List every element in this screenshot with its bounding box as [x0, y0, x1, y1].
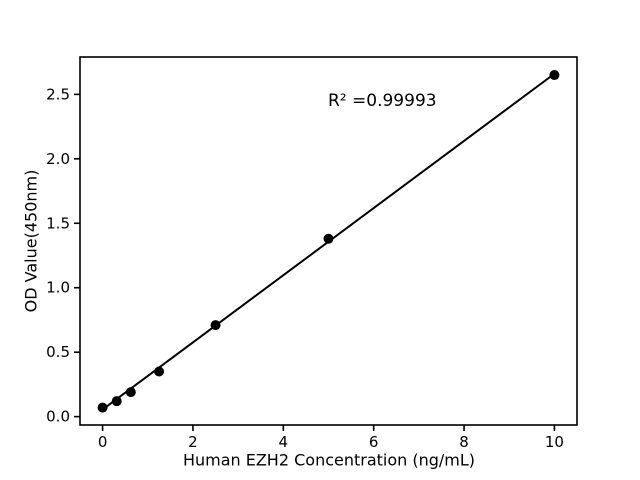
plot-border: [79, 56, 578, 426]
x-tick-label: 8: [459, 433, 469, 451]
data-point: [323, 233, 334, 244]
data-point: [111, 396, 122, 407]
data-point: [154, 366, 165, 377]
data-point: [97, 402, 108, 413]
data-point: [210, 320, 221, 331]
data-point: [549, 70, 560, 81]
x-tick-label: 10: [545, 433, 564, 451]
data-point: [125, 387, 136, 398]
r-squared-annotation: R² =0.99993: [328, 91, 437, 111]
y-tick-label: 2.0: [46, 150, 70, 168]
x-tick-label: 2: [188, 433, 198, 451]
y-axis-label: OD Value(450nm): [21, 169, 41, 313]
y-tick-label: 2.5: [46, 85, 70, 103]
x-tick-label: 4: [279, 433, 289, 451]
y-tick-label: 1.0: [46, 279, 70, 297]
y-tick-label: 0.5: [46, 343, 70, 361]
x-axis-label: Human EZH2 Concentration (ng/mL): [182, 450, 476, 470]
x-tick-label: 0: [98, 433, 108, 451]
x-tick-label: 6: [369, 433, 379, 451]
y-tick-label: 1.5: [46, 214, 70, 232]
y-tick-label: 0.0: [46, 408, 70, 426]
